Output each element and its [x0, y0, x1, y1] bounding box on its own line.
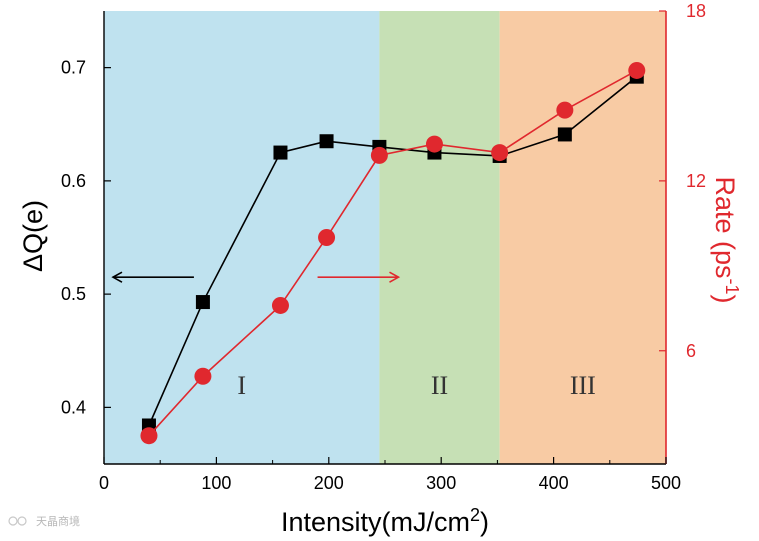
- y-right-tick-label: 6: [686, 341, 696, 361]
- data-point-circle: [140, 427, 158, 445]
- data-point-circle: [271, 296, 289, 314]
- region-label-3: III: [570, 371, 596, 400]
- region-band-3: [499, 11, 666, 464]
- y-right-tick-label: 12: [686, 171, 706, 191]
- data-point-square: [273, 145, 288, 160]
- data-point-square: [557, 127, 572, 142]
- data-point-circle: [318, 229, 336, 246]
- axis-ticks: 0 100 200 300 400 500 0.4 0.5 0.6 0.7 6 12 18: [61, 1, 706, 493]
- x-tick-label: 400: [539, 473, 569, 493]
- y-left-tick-label: 0.6: [61, 171, 86, 191]
- arrow-head: [389, 271, 401, 283]
- y-axis-left-label: ΔQ(e): [18, 200, 48, 272]
- watermark-text: 天晶商境: [36, 514, 80, 528]
- x-tick-label: 300: [426, 473, 456, 493]
- data-point-circle: [370, 146, 388, 164]
- data-point-square: [195, 295, 210, 310]
- y-left-tick-label: 0.5: [61, 284, 86, 304]
- data-point-circle: [628, 61, 646, 79]
- data-point-circle: [194, 367, 212, 385]
- arrow-head: [111, 271, 123, 283]
- data-point-circle: [556, 101, 574, 119]
- x-tick-label: 500: [651, 473, 681, 493]
- x-tick-label: 0: [99, 473, 109, 493]
- region-band-2: [379, 11, 500, 464]
- x-tick-label: 200: [314, 473, 344, 493]
- region-label-1: I: [237, 371, 246, 400]
- y-axis-right-label: Rate (ps-1): [710, 176, 742, 303]
- data-point-square: [319, 134, 334, 149]
- series-rate: [140, 61, 646, 445]
- region-labels: I II III: [237, 371, 595, 400]
- y-left-tick-label: 0.4: [61, 397, 86, 417]
- region-label-2: II: [431, 371, 448, 400]
- data-series: [140, 61, 646, 445]
- y-left-tick-label: 0.7: [61, 58, 86, 78]
- y-right-tick-label: 18: [686, 1, 706, 21]
- x-axis-label: Intensity(mJ/cm2): [281, 505, 489, 537]
- x-tick-label: 100: [201, 473, 231, 493]
- watermark-logo: 天晶商境: [8, 514, 80, 528]
- arrow-left: [111, 271, 194, 283]
- data-point-circle: [425, 135, 443, 153]
- arrow-right: [317, 271, 401, 283]
- axis-indicator-arrows: [111, 271, 401, 283]
- data-point-circle: [491, 144, 509, 162]
